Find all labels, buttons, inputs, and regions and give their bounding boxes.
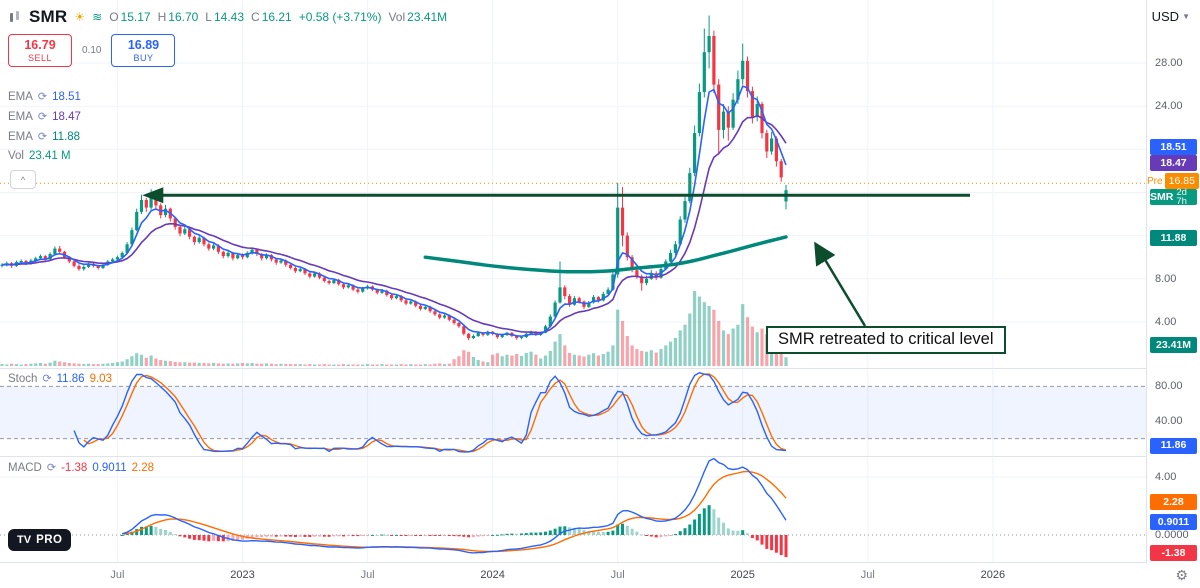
price-badge: 11.88 <box>1150 230 1197 246</box>
buy-label: BUY <box>133 52 154 63</box>
time-tick: 2023 <box>230 569 255 581</box>
macd-line-value: 0.9011 <box>92 461 127 474</box>
annotation-arrow[interactable] <box>814 241 867 327</box>
macd-signal-line <box>122 470 787 553</box>
volume-bars <box>0 291 788 366</box>
ema-legend-3[interactable]: EMA ⟳ 11.88 <box>8 130 81 144</box>
annotation-callout[interactable]: SMR retreated to critical level <box>766 326 1006 354</box>
indicator-loading-icon: ⟳ <box>37 91 48 103</box>
indicator-loading-icon: ⟳ <box>37 131 48 143</box>
premarket-label: Pre <box>1147 175 1163 187</box>
symbol-logo-icon <box>8 10 22 24</box>
ema-fast-line <box>1 85 787 338</box>
symbol-legend: SMR ☀ ≋ O 15.17 H 16.70 L 14.43 C 16.21 +0.5… <box>8 7 447 27</box>
buy-button[interactable]: 16.89 BUY <box>111 34 176 67</box>
tradingview-logo[interactable]: TV PRO <box>8 529 72 551</box>
stoch-k-value: 11.86 <box>56 372 85 385</box>
left-arrow-marker[interactable] <box>142 187 164 204</box>
volume-legend[interactable]: Vol 23.41 M <box>8 150 71 162</box>
macd-pane-canvas[interactable] <box>0 457 1146 562</box>
low-value: L 14.43 <box>205 10 245 24</box>
price-badge: 18.51 <box>1150 139 1197 155</box>
collapse-legend-button[interactable]: ^ <box>10 170 36 189</box>
indicator-loading-icon: ⟳ <box>42 373 52 385</box>
close-value: C 16.21 <box>251 10 292 24</box>
long-ma-line <box>423 235 788 274</box>
price-tick: 4.00 <box>1155 316 1177 328</box>
stoch-pane-canvas[interactable] <box>0 369 1146 456</box>
stoch-tick: 80.00 <box>1155 380 1183 393</box>
ema-legend-1[interactable]: EMA ⟳ 18.51 <box>8 90 81 104</box>
pane-separator[interactable] <box>0 368 1200 369</box>
time-tick: Jul <box>860 569 875 581</box>
price-tick: 24.00 <box>1155 100 1183 113</box>
price-axis[interactable]: 28.00 24.00 8.00 4.00 80.00 40.00 4.00 0.0000 18… <box>1146 0 1200 563</box>
sell-button[interactable]: 16.79 SELL <box>8 34 72 67</box>
stoch-legend[interactable]: Stoch ⟳ 11.86 9.03 <box>8 372 112 386</box>
open-value: O 15.17 <box>109 10 151 24</box>
macd-hist-value: -1.38 <box>61 461 88 474</box>
macd-line <box>121 457 787 554</box>
ema-value: 18.47 <box>52 110 81 123</box>
price-pane-canvas[interactable] <box>0 0 1146 368</box>
time-tick: Jul <box>610 569 625 581</box>
pane-separator[interactable] <box>0 456 1200 457</box>
time-axis[interactable]: ⚙ Jul 2023 Jul 2024 Jul 2025 Jul 2026 <box>0 563 1200 588</box>
plan-badge: PRO <box>36 534 63 546</box>
macd-histogram <box>120 505 788 558</box>
price-tick: 28.00 <box>1155 57 1183 69</box>
macd-signal-value: 2.28 <box>131 461 155 474</box>
price-badge: 23.41M <box>1150 337 1197 353</box>
symbol-name[interactable]: SMR <box>29 7 68 26</box>
price-tick: 8.00 <box>1155 272 1177 285</box>
currency-button[interactable]: USD ▼ <box>1152 9 1190 24</box>
price-badge: 2.28 <box>1150 493 1197 510</box>
premarket-sun-icon: ☀ <box>74 10 86 24</box>
premarket-price-badge: Pre 16.85 <box>1147 173 1199 189</box>
volume-legend-value: 23.41 M <box>29 150 71 162</box>
ema-legend-2[interactable]: EMA ⟳ 18.47 <box>8 110 81 124</box>
stoch-k-line <box>73 372 787 453</box>
spread-value: 0.10 <box>78 44 106 57</box>
gear-icon[interactable]: ⚙ <box>1175 567 1188 583</box>
symbol-countdown-badge: SMR 2d 7h <box>1150 187 1197 206</box>
tradingview-mark-icon: TV <box>17 534 32 546</box>
high-value: H 16.70 <box>157 10 199 24</box>
price-badge: -1.38 <box>1150 545 1197 561</box>
macd-tick: 0.0000 <box>1155 529 1189 541</box>
buy-price: 16.89 <box>127 38 160 53</box>
volume-value: Vol 23.41M <box>388 10 448 24</box>
market-status-icon: ≋ <box>92 10 103 24</box>
time-tick: 2026 <box>980 569 1006 581</box>
time-tick: Jul <box>360 569 375 581</box>
indicator-loading-icon: ⟳ <box>37 111 48 123</box>
price-badge: 16.85 <box>1164 173 1199 189</box>
chevron-down-icon: ▼ <box>1182 12 1190 21</box>
price-badge: 11.86 <box>1150 437 1197 454</box>
pane-separator <box>0 562 1200 563</box>
currency-label: USD <box>1151 9 1180 24</box>
macd-legend[interactable]: MACD ⟳ -1.38 0.9011 2.28 <box>8 461 155 475</box>
indicator-loading-icon: ⟳ <box>46 462 57 474</box>
time-tick: Jul <box>110 569 125 581</box>
sell-label: SELL <box>27 52 53 63</box>
change-value: +0.58 (+3.71%) <box>298 10 382 24</box>
order-widget: 16.79 SELL 0.10 16.89 BUY <box>8 34 176 67</box>
stoch-tick: 40.00 <box>1155 415 1183 428</box>
time-tick: 2024 <box>480 569 505 581</box>
ema-value: 11.88 <box>52 130 81 143</box>
stoch-d-value: 9.03 <box>89 372 112 385</box>
price-badge: 18.47 <box>1150 155 1197 171</box>
sell-price: 16.79 <box>24 38 56 53</box>
price-badge: 0.9011 <box>1150 513 1197 530</box>
ema-slow-line <box>1 114 787 334</box>
macd-tick: 4.00 <box>1155 471 1177 483</box>
time-tick: 2025 <box>730 569 755 581</box>
ema-value: 18.51 <box>52 90 81 103</box>
